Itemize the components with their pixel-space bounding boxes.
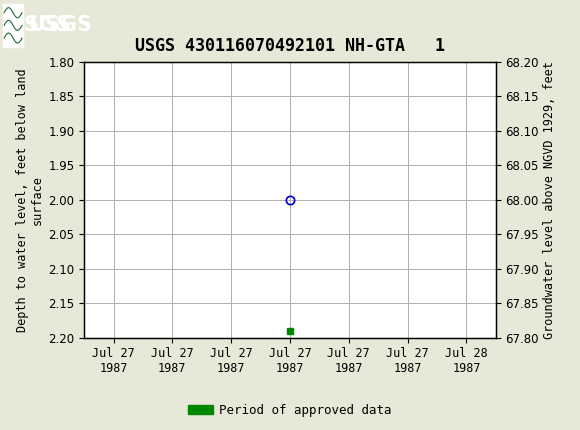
Text: USGS 430116070492101 NH-GTA   1: USGS 430116070492101 NH-GTA 1 (135, 37, 445, 55)
Text: USGS: USGS (28, 15, 92, 35)
Legend: Period of approved data: Period of approved data (183, 399, 397, 421)
Text: USGS: USGS (7, 15, 71, 35)
Y-axis label: Depth to water level, feet below land
surface: Depth to water level, feet below land su… (16, 68, 44, 332)
FancyBboxPatch shape (3, 4, 23, 47)
Y-axis label: Groundwater level above NGVD 1929, feet: Groundwater level above NGVD 1929, feet (543, 61, 556, 339)
